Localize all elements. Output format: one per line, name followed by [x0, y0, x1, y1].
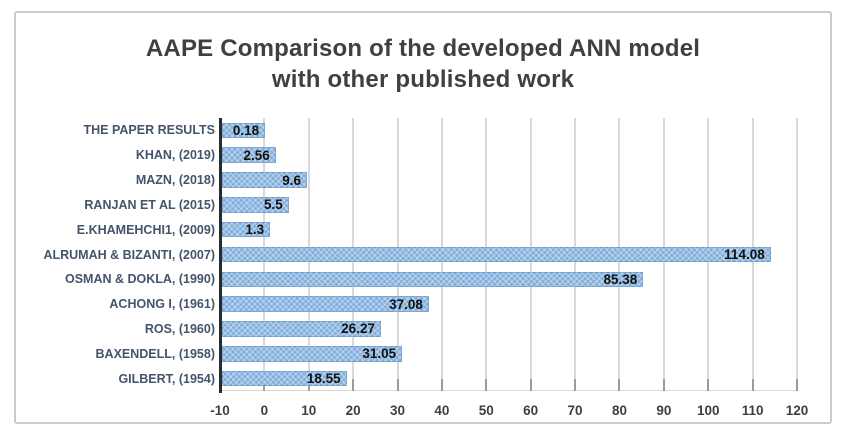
bar-value-label: 85.38: [603, 271, 638, 287]
category-label: MAZN, (2018): [135, 173, 215, 188]
bar-value-label: 1.3: [245, 222, 265, 238]
bar: 9.6: [222, 172, 307, 188]
tick-mark-100: [707, 379, 710, 391]
bar-value-label: 5.5: [264, 197, 283, 213]
category-label: KHAN, (2019): [135, 148, 215, 163]
tick-mark-90: [662, 379, 665, 391]
x-tick-label--10: -10: [210, 403, 230, 418]
vertical-axis-line: [219, 118, 222, 393]
category-label: E.KHAMEHCHI1, (2009): [76, 222, 215, 237]
x-tick-label-80: 80: [611, 403, 627, 418]
bar-value-label: 26.27: [341, 321, 375, 337]
chart-title-line1: AAPE Comparison of the developed ANN mod…: [145, 35, 701, 62]
bar: 26.27: [222, 321, 381, 337]
x-tick-label-100: 100: [696, 403, 720, 418]
x-tick-label-90: 90: [656, 403, 672, 418]
x-tick-label-40: 40: [434, 403, 450, 418]
category-label: RANJAN ET AL (2015): [84, 197, 215, 212]
tick-mark-20: [352, 379, 355, 391]
x-tick-label-70: 70: [567, 403, 583, 418]
bar: 37.08: [222, 296, 429, 312]
bar-value-label: 18.55: [306, 371, 341, 387]
tick-mark-70: [574, 379, 577, 391]
bar-chart: AAPE Comparison of the developed ANN mod…: [14, 11, 832, 424]
x-tick-label-110: 110: [741, 403, 764, 418]
tick-mark-30: [396, 379, 399, 391]
bar: 0.18: [222, 122, 266, 139]
bar-value-label: 2.56: [243, 147, 270, 163]
category-label: ROS, (1960): [144, 321, 215, 336]
bar: 5.5: [222, 197, 289, 213]
category-label: GILBERT, (1954): [118, 371, 215, 386]
bar-value-label: 114.08: [724, 247, 765, 262]
bar-value-label: 31.05: [362, 346, 397, 362]
x-tick-label-30: 30: [390, 403, 406, 418]
tick-mark-40: [440, 379, 443, 391]
bar: 31.05: [222, 346, 403, 362]
bar: 85.38: [222, 271, 644, 288]
gridline-120: [796, 118, 798, 390]
x-tick-label-60: 60: [523, 403, 539, 418]
bar: 2.56: [222, 147, 276, 163]
tick-mark-60: [529, 379, 532, 391]
x-tick-label-50: 50: [478, 403, 494, 418]
category-label: ACHONG I, (1961): [109, 297, 215, 312]
bar-value-label: 37.08: [389, 296, 423, 312]
tick-mark-50: [485, 379, 488, 391]
bar: 1.3: [222, 221, 271, 238]
category-label: THE PAPER RESULTS: [83, 123, 216, 138]
bar: 18.55: [222, 370, 347, 387]
category-label: OSMAN & DOKLA, (1990): [64, 272, 215, 287]
x-tick-label-0: 0: [260, 403, 269, 418]
plot-area: 0.18 2.56 9.6 5.5 1.3 114.08 85.38 37.08 26.27 31…: [219, 118, 798, 393]
chart-title-line2: with other published work: [271, 66, 575, 93]
tick-mark-120: [796, 379, 798, 391]
x-tick-label-20: 20: [345, 403, 361, 418]
category-label: BAXENDELL, (1958): [95, 346, 215, 361]
x-tick-label-120: 120: [785, 403, 809, 418]
chart-title: AAPE Comparison of the developed ANN mod…: [16, 33, 830, 95]
bar-value-label: 9.6: [282, 172, 301, 188]
tick-mark-110: [751, 379, 754, 391]
tick-mark-80: [618, 379, 621, 391]
category-label: ALRUMAH & BIZANTI, (2007): [43, 247, 215, 262]
bar-value-label: 0.18: [232, 122, 260, 138]
x-tick-label-10: 10: [301, 403, 317, 418]
bar: 114.08: [222, 246, 771, 263]
